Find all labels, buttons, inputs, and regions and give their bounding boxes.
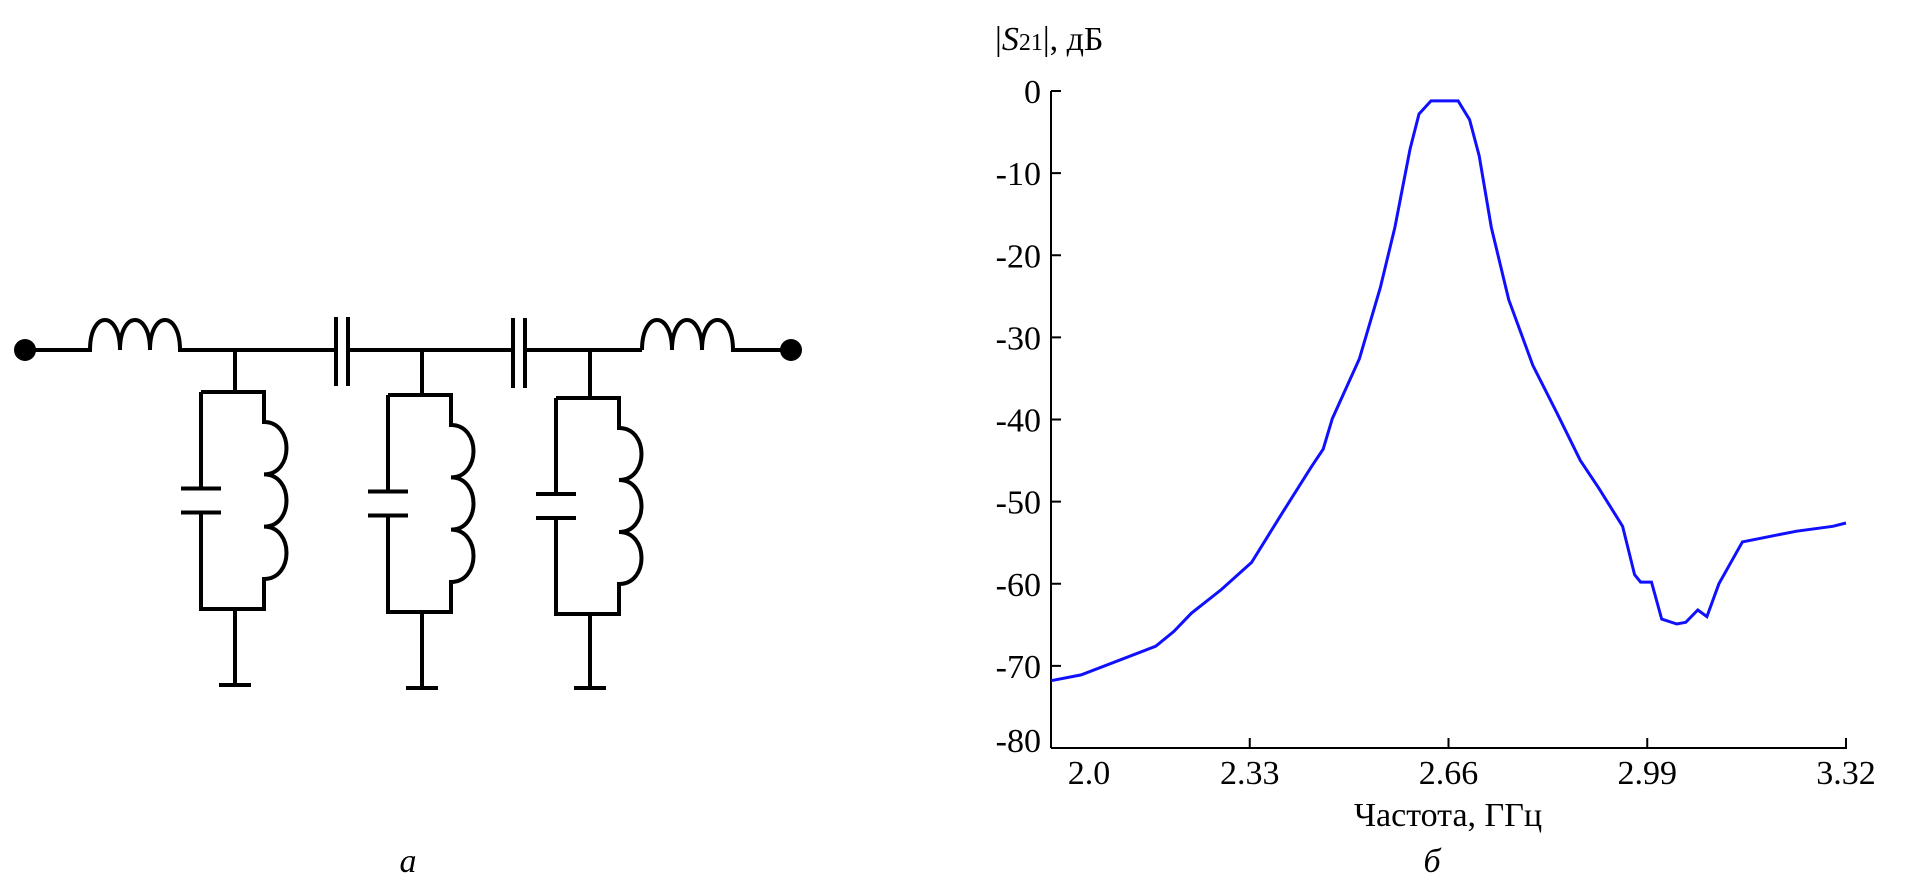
- series-inductor-1: [25, 318, 336, 352]
- y-tick-label: -30: [996, 320, 1041, 357]
- series-capacitor-1: [334, 317, 513, 386]
- shunt-lc-tank-3: [536, 350, 644, 690]
- y-tick-label: -20: [996, 238, 1041, 275]
- y-tick-label: -40: [996, 403, 1041, 440]
- shunt-lc-tank-1: [181, 350, 289, 687]
- caption-b: б: [1423, 843, 1442, 880]
- y-tick-label: -10: [996, 156, 1041, 193]
- x-tick-label: 2.0: [1068, 755, 1111, 792]
- x-tick-label: 2.99: [1618, 755, 1678, 792]
- x-axis-label: Частота, ГГц: [1354, 797, 1542, 834]
- shunt-lc-tank-2: [368, 350, 476, 690]
- series-capacitor-2: [511, 318, 642, 388]
- caption-a: а: [400, 843, 417, 880]
- y-tick-label: -50: [996, 485, 1041, 522]
- s21-curve: [1050, 99, 1847, 683]
- chart: |S21|, дБ 0 -10 -20 -30 -40 -50 -60 -70 -80 2.0 2…: [995, 21, 1876, 834]
- x-tick-label: 2.66: [1419, 755, 1479, 792]
- y-tick-label: -70: [996, 649, 1041, 686]
- series-inductor-2: [640, 318, 791, 352]
- y-tick-label: -60: [996, 567, 1041, 604]
- x-tick-label: 3.32: [1816, 755, 1876, 792]
- y-tick-label: -80: [996, 723, 1041, 760]
- y-tick-label: 0: [1024, 74, 1041, 111]
- y-axis-label: |S21|, дБ: [995, 21, 1103, 58]
- x-tick-label: 2.33: [1220, 755, 1280, 792]
- circuit-schematic: [14, 317, 802, 690]
